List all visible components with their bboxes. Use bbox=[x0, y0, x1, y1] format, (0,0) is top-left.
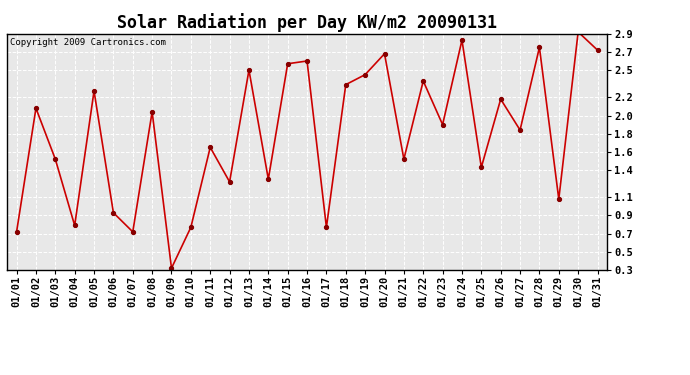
Text: Copyright 2009 Cartronics.com: Copyright 2009 Cartronics.com bbox=[10, 39, 166, 48]
Title: Solar Radiation per Day KW/m2 20090131: Solar Radiation per Day KW/m2 20090131 bbox=[117, 13, 497, 32]
